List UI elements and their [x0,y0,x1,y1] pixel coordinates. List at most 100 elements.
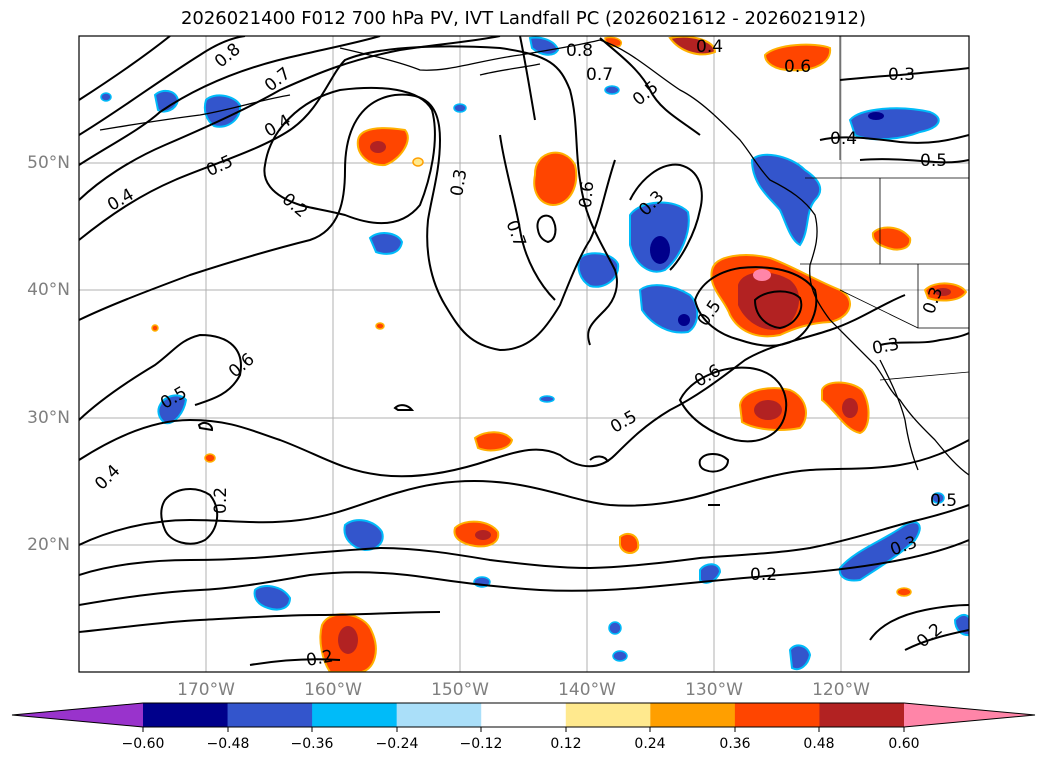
pv-contour [263,86,436,225]
pv-contour [79,36,171,101]
pv-contour [698,453,730,473]
pv-contour [197,421,214,432]
pv-contour [160,488,219,545]
pc-patch [678,314,690,326]
pc-patch [204,453,216,463]
coastline-baja [879,359,919,471]
lon-label: 140°W [558,680,616,700]
pv-contour [519,36,536,121]
pc-patch [668,36,717,56]
pc-patch [475,530,491,540]
lon-label: 170°W [177,680,235,700]
pv-contour [499,134,556,301]
pc-patch [368,232,404,255]
contour-label: 0.6 [784,57,811,77]
pc-patch [528,36,560,56]
colorbar-tick: −0.24 [375,736,419,752]
contour-label: 0.4 [696,37,723,57]
pc-patch [750,153,822,247]
chart-title: 2026021400 F012 700 hPa PV, IVT Landfall… [180,8,867,29]
lon-label: 120°W [812,680,870,700]
pv-contour [599,37,701,136]
pc-patch [871,226,912,251]
colorbar-extend-max [904,703,1035,727]
pv-contour [79,45,618,346]
colorbar-cell [227,703,313,727]
lat-label: 20°N [27,535,70,555]
pv-contour [859,158,969,164]
colorbar-tick: 0.48 [803,736,835,752]
pc-patch [935,288,951,296]
pv-contour [79,539,969,606]
contour-label: 0.5 [930,491,957,511]
colorbar-extend-min [12,703,143,727]
pv-contour [79,611,441,633]
contour-label: 0.5 [920,151,947,171]
colorbar-cell [396,703,482,727]
contour-label: 0.8 [566,41,593,61]
colorbar-tick: 0.36 [719,736,751,752]
pv-contour [678,366,788,443]
pc-patch [604,85,620,95]
colorbar-cell [312,703,398,727]
pv-contour [693,266,818,347]
pc-patch [931,492,945,504]
pc-patch [338,626,358,654]
pc-patch [453,103,467,113]
contour-label: 0.2 [305,647,335,671]
pc-patch [763,43,832,72]
positive-anomaly-patches [151,36,968,672]
lat-label: 30°N [27,408,70,428]
pv-contour [79,333,242,421]
pc-patch [738,272,800,330]
contour-label: 0.2 [750,565,777,585]
pc-patch [100,92,112,102]
map-frame [78,35,970,673]
pc-patch [533,151,578,207]
pv-contour [79,36,246,136]
pc-patch [375,322,385,330]
border-state [839,289,919,329]
pc-patch [473,431,514,452]
pv-contour [904,629,969,651]
pc-patch [842,398,858,418]
colorbar-cell [143,703,229,727]
pv-contour [393,404,415,411]
colorbar-outline [11,702,1036,728]
coastline-islands [479,63,541,76]
pc-patch [539,395,555,403]
pc-patch [650,236,670,264]
lon-label: 150°W [431,680,489,700]
pc-patch [412,157,424,167]
colorbar-cells [12,703,1035,727]
colorbar-cell [734,703,820,727]
pv-contour [79,504,969,576]
contour-label: 0.3 [871,335,901,359]
pv-contour [249,658,341,666]
pv-contour [753,290,803,330]
colorbar-tick: −0.48 [206,736,250,752]
pc-patch [253,585,292,611]
pc-patch [753,269,771,281]
pc-patch [151,324,159,332]
pc-patch [788,644,812,671]
pv-contour [819,134,969,144]
colorbar-tick: 0.24 [634,736,666,752]
colorbar-tick: −0.60 [121,736,165,752]
coastline-north-america [339,39,969,476]
pv-contour [869,604,969,641]
pv-contour [536,214,557,244]
lon-label: 130°W [685,680,743,700]
pc-patch [754,400,782,420]
contour-label: 0.6 [576,180,598,209]
contour-label: 0.4 [830,129,857,149]
contour-label: 0.3 [888,65,915,85]
pc-patch [577,252,620,288]
lat-label: 50°N [27,153,70,173]
colorbar-cell [481,703,567,727]
colorbar-tick: 0.60 [888,736,920,752]
pv-contours [79,36,969,666]
pv-contour [79,439,969,546]
